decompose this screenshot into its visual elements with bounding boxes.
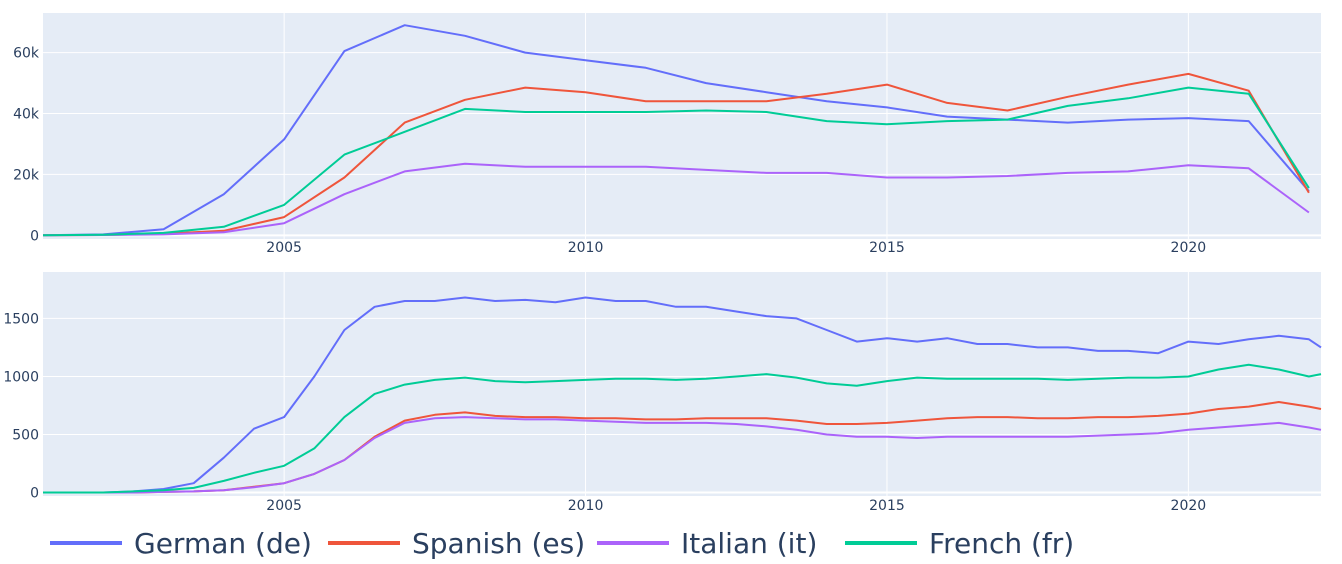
x-tick-label: 2015	[869, 240, 905, 256]
x-tick-label: 2010	[568, 240, 604, 256]
series-lines-top	[42, 24, 1310, 237]
y-tick-labels-top: 0 20k 40k 60k	[13, 46, 40, 245]
series-line-german-de	[43, 296, 1322, 494]
y-tick-label: 500	[12, 427, 39, 443]
y-tick-label: 20k	[13, 167, 40, 183]
legend-item-german-de[interactable]: German (de)	[50, 527, 312, 560]
series-line-spanish-es	[42, 72, 1310, 237]
y-tick-label: 40k	[13, 107, 40, 123]
x-tick-label: 2020	[1171, 498, 1207, 514]
y-tick-label: 60k	[13, 46, 40, 62]
y-tick-labels-bottom: 0 500 1000 1500	[3, 311, 39, 501]
plot-background-bottom	[43, 272, 1321, 496]
x-tick-label: 2005	[266, 498, 302, 514]
x-tick-labels-bottom: 2005 2010 2015 2020	[266, 498, 1206, 514]
legend-label: Spanish (es)	[412, 527, 585, 560]
series-lines-bottom	[43, 296, 1322, 494]
legend-item-spanish-es[interactable]: Spanish (es)	[328, 527, 585, 560]
plot-background-top	[43, 13, 1321, 239]
legend-label: French (fr)	[929, 527, 1074, 560]
x-tick-label: 2010	[568, 498, 604, 514]
y-tick-label: 0	[30, 228, 39, 244]
series-line-italian-it	[43, 416, 1322, 494]
series-line-french-fr	[43, 363, 1322, 494]
series-line-german-de	[42, 24, 1310, 237]
grid-top	[43, 13, 1321, 239]
x-tick-label: 2005	[266, 240, 302, 256]
x-tick-label: 2020	[1171, 240, 1207, 256]
legend-label: Italian (it)	[681, 527, 817, 560]
series-line-french-fr	[42, 86, 1310, 237]
y-tick-label: 1500	[3, 311, 39, 327]
x-tick-label: 2015	[869, 498, 905, 514]
series-line-italian-it	[42, 162, 1310, 237]
legend-label: German (de)	[134, 527, 312, 560]
y-tick-label: 0	[30, 486, 39, 502]
y-tick-label: 1000	[3, 369, 39, 385]
legend-item-french-fr[interactable]: French (fr)	[845, 527, 1074, 560]
x-tick-labels-top: 2005 2010 2015 2020	[266, 240, 1206, 256]
legend: German (de) Spanish (es) Italian (it) Frenc…	[50, 527, 1074, 560]
grid-bottom	[43, 272, 1321, 496]
legend-item-italian-it[interactable]: Italian (it)	[597, 527, 817, 560]
